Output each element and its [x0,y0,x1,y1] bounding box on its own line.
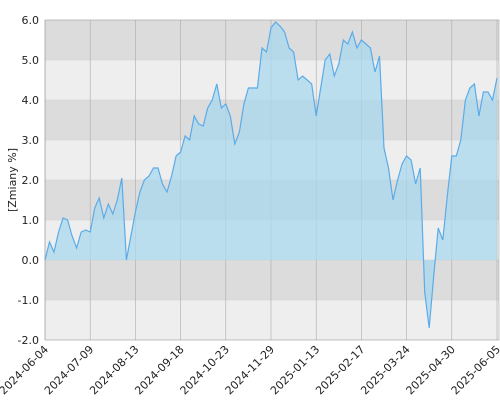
grid-band [45,300,499,340]
y-tick-label: 6.0 [22,14,40,27]
y-axis-label: [Zmiany %] [6,148,19,212]
y-tick-label: 3.0 [22,134,40,147]
area [45,22,497,328]
y-tick-label: -2.0 [18,334,39,347]
y-tick-label: 1.0 [22,214,40,227]
y-tick-label: 4.0 [22,94,40,107]
y-tick-label: 2.0 [22,174,40,187]
line [44,21,498,329]
plot-border [44,19,500,341]
y-tick-label: -1.0 [18,294,39,307]
y-tick-label: 0.0 [22,254,40,267]
y-tick-label: 5.0 [22,54,40,67]
